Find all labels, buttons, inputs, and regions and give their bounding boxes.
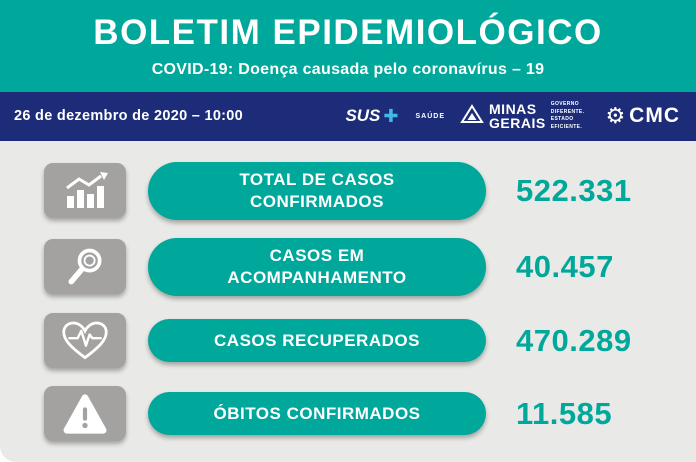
cmc-label: CMC	[629, 104, 680, 128]
stat-label: CASOS EM ACOMPANHAMENTO	[227, 245, 407, 287]
stat-value: 470.289	[516, 322, 632, 358]
magnifier-icon	[44, 239, 126, 295]
stat-label-pill: ÓBITOS CONFIRMADOS	[148, 392, 486, 436]
info-bar: 26 de dezembro de 2020 – 10:00 SUS ✚ SAÚ…	[0, 91, 696, 141]
stat-row-monitoring: CASOS EM ACOMPANHAMENTO 40.457	[44, 237, 696, 296]
minas-gerais-logo: MINAS GERAIS GOVERNO DIFERENTE. ESTADO E…	[460, 101, 584, 131]
gear-icon: ⚙	[605, 103, 626, 129]
mountain-triangle-icon	[460, 103, 484, 129]
stats-panel: TOTAL DE CASOS CONFIRMADOS 522.331 CASOS…	[0, 140, 696, 462]
stat-label: TOTAL DE CASOS CONFIRMADOS	[239, 169, 395, 211]
logos-group: SUS ✚ SAÚDE MINAS GERAIS GOVERNO DIFEREN…	[345, 101, 680, 131]
page-subtitle: COVID-19: Doença causada pelo coronavíru…	[151, 60, 545, 78]
sus-logo: SUS ✚	[345, 106, 398, 126]
sus-label: SUS	[345, 106, 381, 126]
stat-row-recovered: CASOS RECUPERADOS 470.289	[44, 313, 696, 369]
stat-row-deaths: ÓBITOS CONFIRMADOS 11.585	[44, 386, 696, 442]
stat-value: 40.457	[516, 248, 614, 284]
stat-label-pill: CASOS RECUPERADOS	[148, 319, 486, 363]
stat-row-total-cases: TOTAL DE CASOS CONFIRMADOS 522.331	[44, 161, 696, 220]
sus-cross-icon: ✚	[383, 106, 399, 127]
minas-gerais-label: MINAS GERAIS	[489, 101, 546, 132]
date-time-text: 26 de dezembro de 2020 – 10:00	[14, 108, 244, 125]
governo-tagline: GOVERNO DIFERENTE. ESTADO EFICIENTE.	[550, 101, 585, 130]
stat-label-pill: CASOS EM ACOMPANHAMENTO	[148, 237, 486, 296]
stat-label: CASOS RECUPERADOS	[214, 330, 420, 350]
stat-label-pill: TOTAL DE CASOS CONFIRMADOS	[148, 161, 486, 220]
stat-value: 522.331	[516, 172, 632, 208]
saude-label: SAÚDE	[415, 112, 446, 120]
heart-pulse-icon	[44, 313, 126, 369]
warning-icon	[44, 386, 126, 442]
page-title: BOLETIM EPIDEMIOLÓGICO	[93, 13, 603, 52]
cmc-logo: ⚙ CMC	[605, 104, 680, 128]
chart-growth-icon	[44, 163, 126, 219]
stat-label: ÓBITOS CONFIRMADOS	[213, 403, 421, 423]
stat-value: 11.585	[516, 395, 613, 431]
header: BOLETIM EPIDEMIOLÓGICO COVID-19: Doença …	[0, 0, 696, 92]
